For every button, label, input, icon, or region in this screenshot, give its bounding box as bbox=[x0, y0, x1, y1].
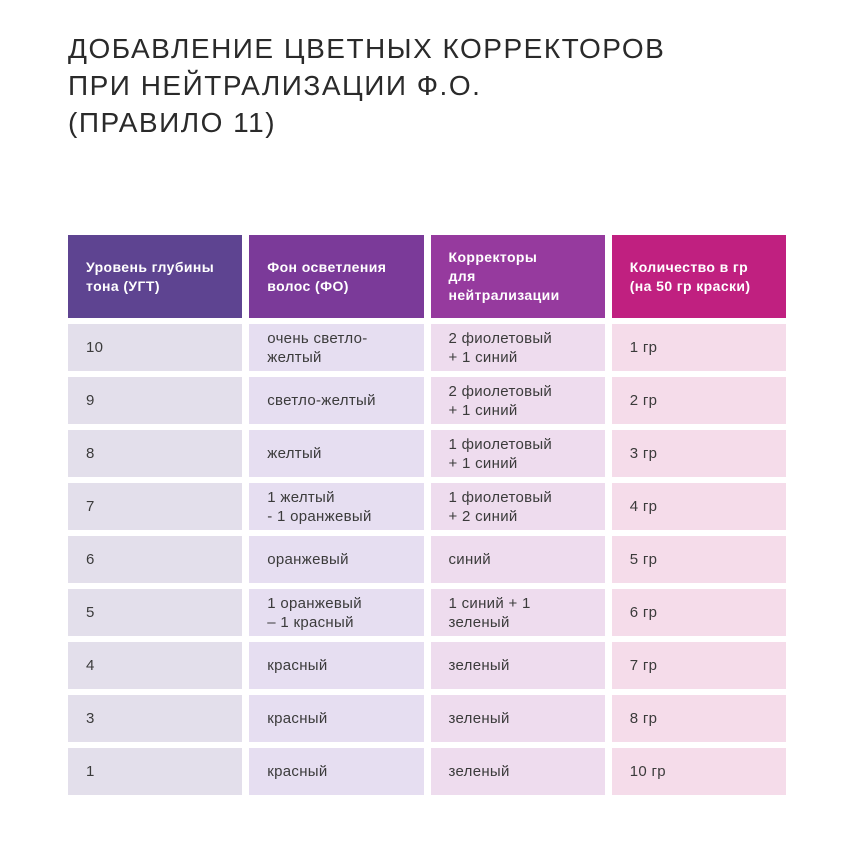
column-header-2: Фон осветления волос (ФО) bbox=[249, 235, 424, 318]
table-cell: светло-желтый bbox=[249, 377, 424, 424]
table-cell: красный bbox=[249, 642, 424, 689]
table-cell: 9 bbox=[68, 377, 243, 424]
table-cell: 8 гр bbox=[611, 695, 786, 742]
table-cell: 3 гр bbox=[611, 430, 786, 477]
table-cell: 2 фиолетовый + 1 синий bbox=[430, 377, 605, 424]
table-cell: 8 bbox=[68, 430, 243, 477]
table-cell: желтый bbox=[249, 430, 424, 477]
table-cell: 2 гр bbox=[611, 377, 786, 424]
table-cell: 6 bbox=[68, 536, 243, 583]
table-cell: 5 гр bbox=[611, 536, 786, 583]
column-header-1: Уровень глубины тона (УГТ) bbox=[68, 235, 243, 318]
correctors-table: Уровень глубины тона (УГТ) Фон осветления… bbox=[68, 235, 786, 795]
table-cell: 1 фиолетовый + 2 синий bbox=[430, 483, 605, 530]
table-cell: 1 синий + 1 зеленый bbox=[430, 589, 605, 636]
table-cell: 7 bbox=[68, 483, 243, 530]
table-cell: 4 гр bbox=[611, 483, 786, 530]
table-cell: 2 фиолетовый + 1 синий bbox=[430, 324, 605, 371]
table-cell: 4 bbox=[68, 642, 243, 689]
table-cell: красный bbox=[249, 695, 424, 742]
table-cell: синий bbox=[430, 536, 605, 583]
table-cell: красный bbox=[249, 748, 424, 795]
table-cell: 1 желтый - 1 оранжевый bbox=[249, 483, 424, 530]
table-cell: 6 гр bbox=[611, 589, 786, 636]
table-cell: 1 bbox=[68, 748, 243, 795]
table-cell: зеленый bbox=[430, 748, 605, 795]
column-header-4: Количество в гр (на 50 гр краски) bbox=[611, 235, 786, 318]
table-cell: 1 гр bbox=[611, 324, 786, 371]
table-cell: зеленый bbox=[430, 642, 605, 689]
table-cell: 7 гр bbox=[611, 642, 786, 689]
page-title: ДОБАВЛЕНИЕ ЦВЕТНЫХ КОРРЕКТОРОВ ПРИ НЕЙТР… bbox=[68, 33, 666, 138]
table-cell: 10 гр bbox=[611, 748, 786, 795]
table-cell: 10 bbox=[68, 324, 243, 371]
table-cell: 1 оранжевый – 1 красный bbox=[249, 589, 424, 636]
table-cell: 5 bbox=[68, 589, 243, 636]
column-header-3: Корректоры для нейтрализации bbox=[430, 235, 605, 318]
table-cell: зеленый bbox=[430, 695, 605, 742]
table-cell: очень светло-желтый bbox=[249, 324, 424, 371]
table-cell: оранжевый bbox=[249, 536, 424, 583]
table-cell: 3 bbox=[68, 695, 243, 742]
table-cell: 1 фиолетовый + 1 синий bbox=[430, 430, 605, 477]
